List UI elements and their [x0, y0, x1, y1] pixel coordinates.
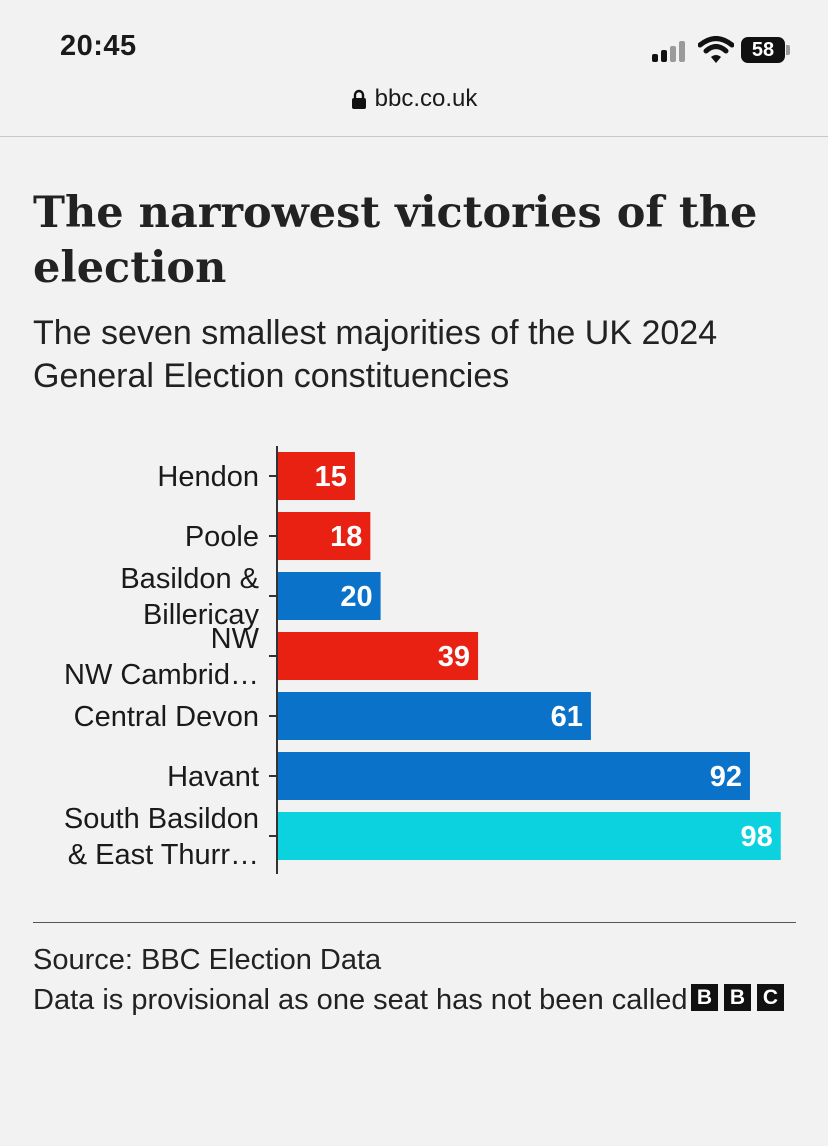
bar-value-label: 18: [330, 521, 362, 553]
bar-value-label: 98: [740, 821, 772, 853]
bar-value-label: 92: [710, 761, 742, 793]
bar-value-label: 20: [340, 581, 372, 613]
bar-value-label: 39: [438, 641, 470, 673]
signal-icon: [652, 40, 692, 62]
category-label: Havant: [167, 761, 259, 793]
status-bar: 20:45 58: [0, 0, 828, 90]
bar: [278, 812, 781, 860]
chart-title: The narrowest victories of the election: [33, 188, 758, 293]
chart-subtitle: The seven smallest majorities of the UK …: [33, 314, 718, 395]
battery-level: 58: [741, 37, 785, 63]
bar: [278, 692, 591, 740]
bar: [278, 512, 371, 560]
bar-value-label: 61: [551, 701, 583, 733]
status-time: 20:45: [60, 30, 137, 62]
address-bar[interactable]: bbc.co.uk: [0, 85, 828, 125]
category-label: South Basildon & East Thurr…: [64, 803, 259, 871]
footer-divider: [33, 922, 796, 923]
category-label: Central Devon: [74, 701, 259, 733]
category-label: NW NW Cambrid…: [64, 623, 260, 691]
bbc-logo-letter: C: [757, 984, 784, 1011]
bar: [278, 752, 750, 800]
bar: [278, 632, 479, 680]
lock-icon: [351, 89, 366, 109]
source-text: Source: BBC Election Data: [33, 944, 382, 976]
toolbar-divider: [0, 136, 828, 137]
provisional-note: Data is provisional as one seat has not …: [33, 984, 688, 1016]
bar-value-label: 15: [315, 461, 347, 493]
bar-chart: 15 Hendon 18 Poole 20 Basildon & Billericay 39 N…: [64, 446, 781, 874]
category-label: Poole: [185, 521, 259, 553]
category-label: Hendon: [157, 461, 259, 493]
battery-icon: 58: [741, 37, 791, 63]
bbc-logo: B B C: [691, 984, 784, 1011]
bar: [278, 452, 355, 500]
url-text: bbc.co.uk: [374, 85, 478, 112]
bar: [278, 572, 381, 620]
wifi-icon: [698, 36, 734, 63]
bbc-logo-letter: B: [691, 984, 718, 1011]
category-label: Basildon & Billericay: [120, 563, 259, 631]
bbc-logo-letter: B: [724, 984, 751, 1011]
